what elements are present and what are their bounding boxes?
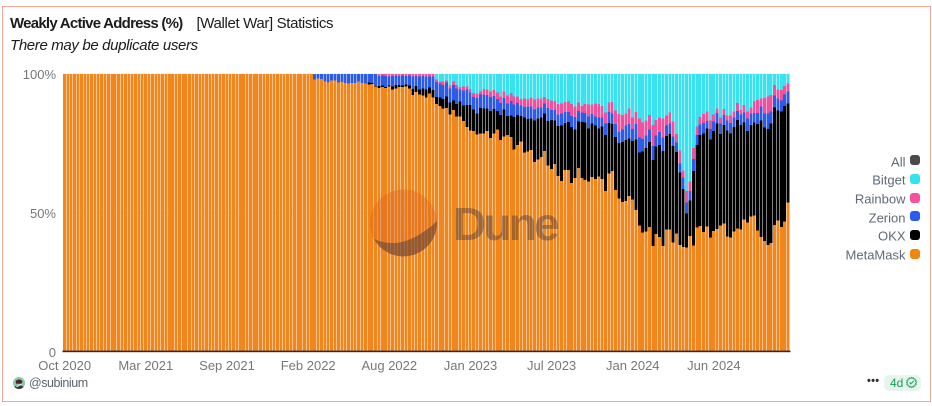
svg-text:Dune: Dune [453, 198, 559, 250]
